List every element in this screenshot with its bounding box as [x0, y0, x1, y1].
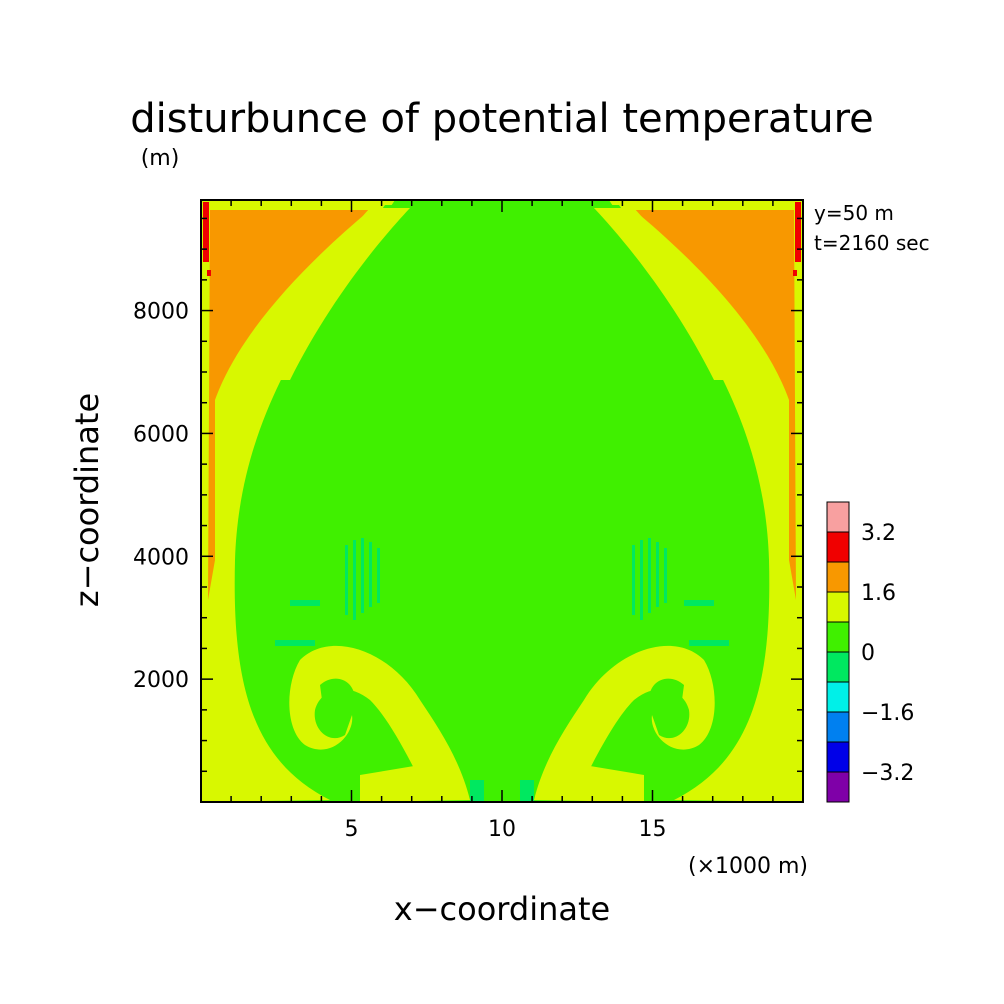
y-tick-label: 2000 — [133, 668, 189, 693]
chart-title: disturbunce of potential temperature — [130, 96, 874, 142]
positive-mid-band-right — [634, 210, 796, 600]
vortex-left — [289, 645, 470, 802]
plume-stem-left — [270, 208, 410, 380]
contour-field — [201, 200, 803, 802]
x-axis-title: x−coordinate — [394, 890, 610, 928]
y-tick-label: 8000 — [133, 300, 189, 325]
x-tick-label: 15 — [639, 817, 667, 842]
y-tick-label: 4000 — [133, 545, 189, 570]
negative-streaks — [275, 538, 729, 802]
x-tick-label: 5 — [345, 817, 359, 842]
colorbar-swatch — [826, 561, 850, 593]
y-axis-title: z−coordinate — [68, 393, 106, 607]
y-tick-label: 6000 — [133, 422, 189, 447]
plume-stem-right — [594, 208, 734, 380]
positive-weak-band-left — [201, 200, 395, 802]
colorbar-label: −3.2 — [861, 761, 914, 786]
colorbar-swatch — [826, 621, 850, 653]
vortex-right — [534, 645, 715, 802]
colorbar-swatch — [826, 681, 850, 713]
colorbar-label: 0 — [861, 641, 875, 666]
positive-weak-band-right — [609, 200, 803, 802]
colorbar-swatch — [826, 501, 850, 533]
neutral-dome — [250, 205, 754, 770]
colorbar-swatch — [826, 711, 850, 743]
x-unit-label: (×1000 m) — [688, 854, 808, 879]
colorbar-label: −1.6 — [861, 701, 914, 726]
x-tick-label: 10 — [488, 817, 516, 842]
colorbar-swatch — [826, 741, 850, 773]
colorbar-swatch — [826, 771, 850, 803]
y-unit-label: (m) — [141, 146, 180, 171]
positive-strong-edges — [203, 202, 801, 276]
colorbar-swatch — [826, 591, 850, 623]
axes: 5 10 15 2000 4000 6000 8000 — [133, 200, 803, 842]
annotation-t: t=2160 sec — [814, 231, 930, 255]
colorbar-swatch — [826, 651, 850, 683]
annotation-y: y=50 m — [814, 201, 894, 225]
colorbar-label: 3.2 — [861, 521, 896, 546]
colorbar: 3.2 1.6 0 −1.6 −3.2 — [826, 501, 914, 803]
positive-mid-band-left — [208, 210, 370, 600]
colorbar-swatch — [826, 531, 850, 563]
colorbar-label: 1.6 — [861, 581, 896, 606]
